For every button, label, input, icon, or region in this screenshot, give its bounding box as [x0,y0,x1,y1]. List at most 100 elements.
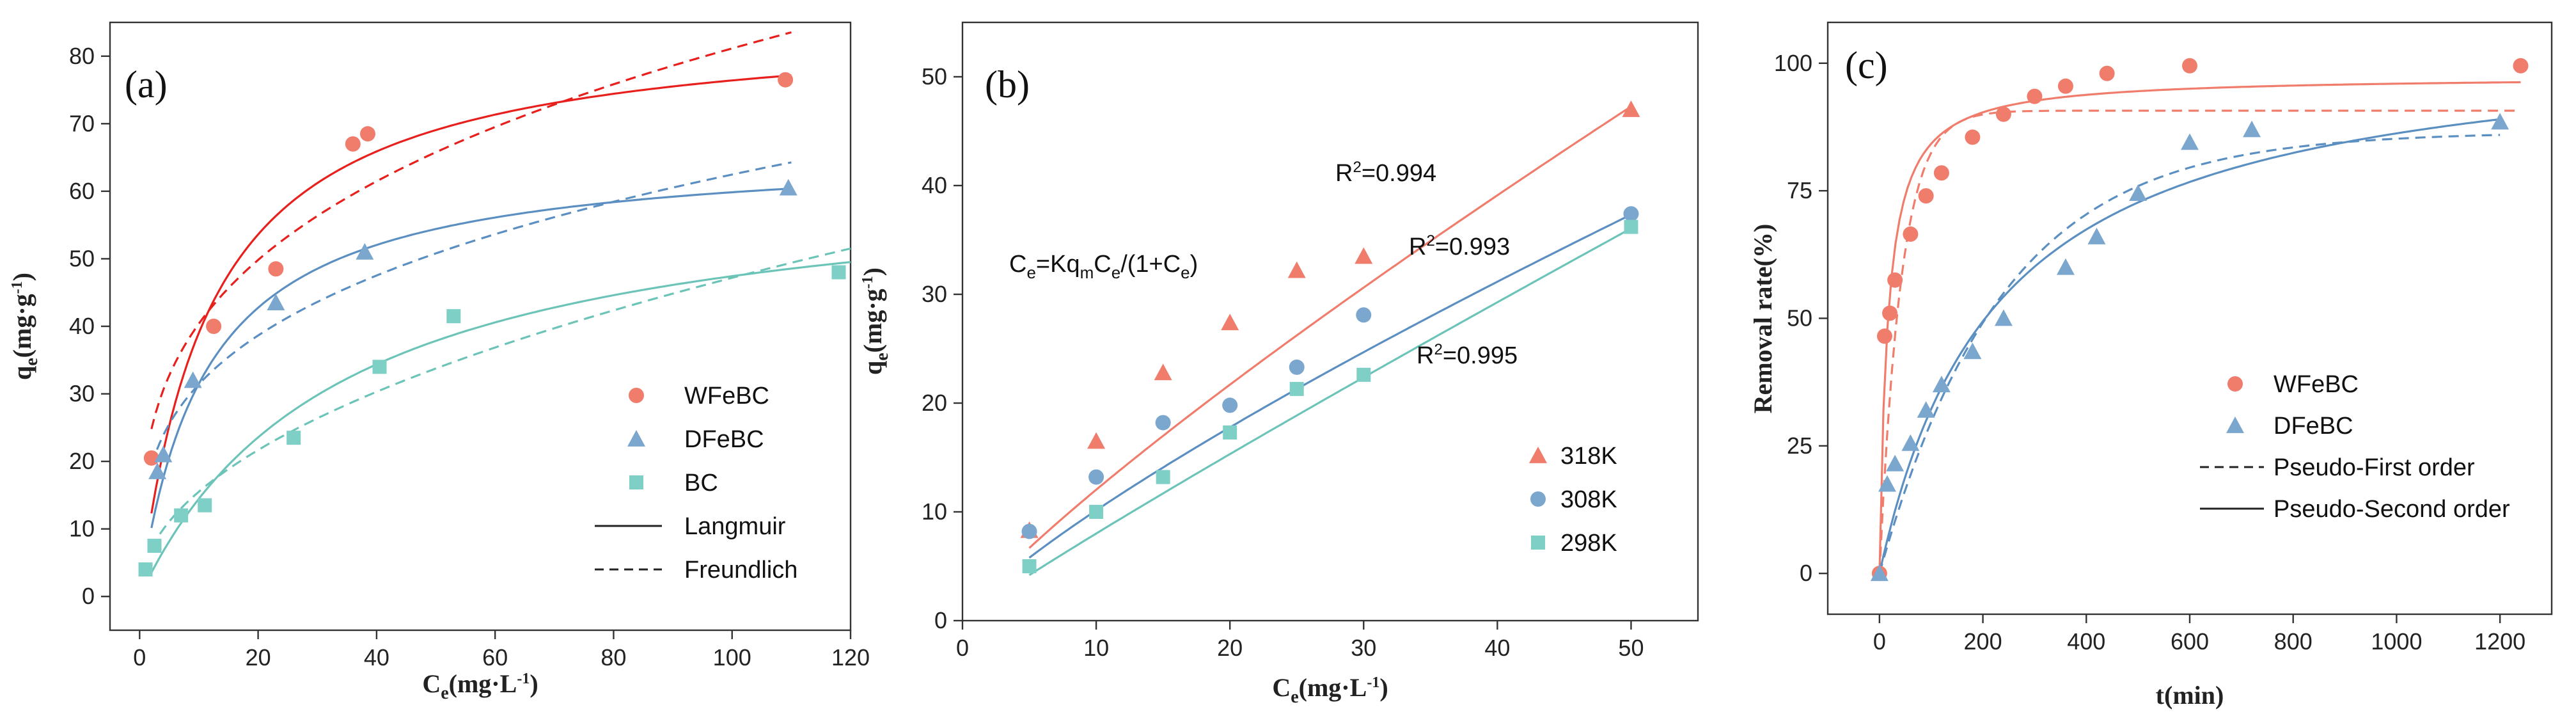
pseudo-second-order-line [1878,118,2501,574]
data-point-308k [1155,415,1171,431]
data-point-wfebc [1965,129,1981,145]
pseudo-second-order-line [1878,81,2521,574]
x-tick-label: 1000 [2371,628,2422,655]
data-point-bc [147,539,162,553]
data-point-wfebc [778,72,794,88]
panel-b: 0 10 20 30 40 50 0 10 20 30 40 50 (b) Ce(mg·L-1) qe(mg… [858,21,1699,707]
data-point-bc [138,562,153,576]
data-point-dfebc [1901,434,1920,451]
data-point-bc [446,309,461,324]
data-point-wfebc [2513,58,2529,74]
legend-marker [1529,447,1547,463]
data-point-wfebc [2057,78,2073,94]
data-point-wfebc [2182,58,2197,74]
data-point-dfebc [2087,227,2106,244]
data-point-298k [1356,367,1371,382]
data-point-298k [1089,505,1104,519]
data-point-dfebc [1994,309,2013,326]
data-point-wfebc [1933,165,1949,181]
data-point-wfebc [1876,328,1892,344]
y-axis-label: qe(mg·g-1) [8,273,42,380]
fit-line [1028,227,1632,576]
data-point-318k [1622,100,1640,117]
legend-label: WFeBC [2274,371,2359,398]
data-point-dfebc [356,242,374,260]
y-tick-label: 10 [922,498,947,525]
panel-label: (a) [125,63,168,106]
data-point-wfebc [1882,305,1898,321]
freundlich-fit-line [150,247,851,549]
y-tick-label: 80 [69,43,95,69]
data-point-dfebc [148,462,167,479]
data-point-dfebc [779,179,797,196]
y-tick-label: 30 [922,281,947,307]
y-tick-label: 10 [69,516,95,542]
data-point-bc [372,360,387,374]
x-tick-label: 60 [482,644,508,671]
x-tick-label: 100 [713,644,751,671]
legend-marker [1530,491,1546,507]
x-tick-label: 80 [601,644,626,671]
data-point-wfebc [268,261,284,277]
data-point-318k [1287,261,1306,278]
data-point-308k [1356,307,1372,323]
data-point-318k [1355,247,1373,264]
r-squared-label: R2=0.994 [1335,159,1436,187]
data-point-dfebc [2243,120,2261,138]
freundlich-fit-line [150,161,792,466]
data-point-298k [1156,470,1170,484]
data-point-wfebc [345,136,361,152]
data-point-wfebc [2099,65,2115,81]
y-tick-label: 70 [69,110,95,136]
langmuir-fit-line [150,187,792,528]
data-point-bc [831,265,846,280]
y-tick-label: 30 [69,381,95,407]
panel-a: 0 20 40 60 80 100 120 0 10 20 30 40 50 60 70 80 (a) Ce(mg… [8,21,870,703]
data-point-dfebc [154,445,173,463]
legend: WFeBC DFeBC BC Langmuir Freundlich [595,383,797,584]
legend-label: Pseudo-Second order [2274,496,2510,523]
x-tick-label: 800 [2274,628,2313,655]
data-point-dfebc [2491,113,2509,130]
legend-label: WFeBC [684,383,769,409]
legend-marker [629,388,644,403]
data-point-298k [1289,381,1304,396]
x-tick-label: 10 [1083,635,1109,661]
y-tick-label: 60 [69,178,95,204]
legend-label: Langmuir [684,513,786,540]
legend: 318K 308K 298K [1529,443,1617,557]
legend-marker [2226,417,2244,433]
fit-line [1028,106,1632,549]
x-tick-label: 400 [2067,628,2105,655]
legend: WFeBC DFeBC Pseudo-First order Pseudo-Secon… [2200,371,2510,523]
langmuir-fit-line [150,261,851,573]
x-tick-label: 200 [1964,628,2002,655]
x-axis-label: Ce(mg·L-1) [422,669,538,703]
freundlich-fit-line [150,31,792,429]
langmuir-fit-line [150,74,792,514]
legend-marker [629,475,643,489]
legend-label: BC [684,470,718,497]
x-tick-label: 0 [133,644,146,671]
data-point-308k [1289,359,1305,375]
data-point-wfebc [1903,226,1919,242]
legend-marker [1531,536,1545,550]
legend-label: Freundlich [684,557,797,584]
y-tick-label: 75 [1787,177,1812,203]
data-point-bc [198,498,212,512]
y-axis-label: qe(mg·g-1) [858,267,892,375]
x-axis-label: Ce(mg·L-1) [1272,673,1388,707]
x-tick-label: 30 [1351,635,1376,661]
data-point-308k [1021,523,1037,539]
panel-label: (b) [985,63,1030,106]
y-tick-label: 50 [69,245,95,271]
y-tick-label: 20 [69,448,95,474]
y-tick-label: 50 [1787,305,1812,331]
data-point-wfebc [1887,272,1903,288]
data-point-dfebc [1917,401,1935,418]
legend-label: Pseudo-First order [2274,454,2475,481]
y-tick-label: 0 [1800,560,1812,586]
panel-label: (c) [1845,44,1888,86]
data-point-dfebc [267,294,285,310]
